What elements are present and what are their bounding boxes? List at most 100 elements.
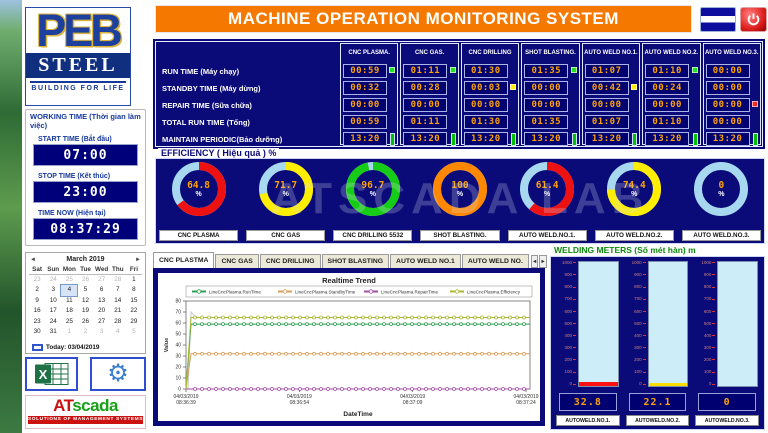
time-display: 01:35 — [524, 63, 569, 78]
calendar-day[interactable]: 19 — [81, 307, 89, 315]
power-button[interactable] — [740, 7, 767, 32]
calendar-day[interactable]: 18 — [65, 307, 73, 315]
calendar-day[interactable]: 31 — [49, 327, 57, 335]
calendar-day[interactable]: 30 — [33, 327, 41, 335]
machine-cell: 00:00 — [584, 97, 638, 113]
level-indicator — [632, 132, 638, 146]
time-display: 00:00 — [705, 114, 750, 129]
calendar-day[interactable]: 9 — [35, 296, 39, 304]
meter-tick-label: 200 — [634, 358, 646, 363]
machine-cell: 00:00 — [402, 97, 456, 113]
calendar-day[interactable]: 12 — [81, 296, 89, 304]
calendar-day[interactable]: 5 — [132, 327, 136, 335]
calendar-day[interactable]: 23 — [33, 317, 41, 325]
calendar-day[interactable]: 1 — [67, 327, 72, 335]
machine-cell: 00:00 — [705, 114, 759, 130]
calendar-day[interactable]: 21 — [114, 307, 122, 315]
calendar-day[interactable]: 7 — [116, 286, 120, 294]
tab-scroll-left-button[interactable]: ◄ — [530, 255, 539, 268]
gauge-ring-icon — [607, 162, 662, 216]
calendar-day[interactable]: 25 — [65, 317, 73, 325]
series-line — [185, 353, 530, 390]
row-label: RUN TIME (Máy chạy) — [162, 67, 240, 77]
calendar-day[interactable]: 6 — [99, 286, 104, 294]
calendar-day[interactable]: 20 — [98, 307, 106, 315]
settings-button[interactable]: ⚙ — [90, 357, 146, 391]
meter-value-display: 22.1 — [628, 393, 687, 411]
calendar-day[interactable]: 3 — [51, 286, 55, 294]
calendar-day[interactable]: 27 — [98, 276, 106, 283]
calendar-day[interactable]: 5 — [83, 286, 88, 294]
calendar-day[interactable]: 24 — [49, 317, 57, 325]
machine-cell: 13:20 — [463, 131, 517, 147]
calendar-day[interactable]: 8 — [132, 286, 136, 294]
tab-auto-weld-no-1[interactable]: AUTO WELD NO.1 — [390, 254, 461, 268]
meter-tick-label: 800 — [704, 285, 716, 290]
meter-tick-label: 400 — [704, 333, 716, 339]
calendar-day[interactable]: 28 — [114, 317, 122, 325]
calendar-day[interactable]: 16 — [33, 307, 41, 315]
calendar-header: ◄ March 2019 ► — [26, 253, 145, 266]
gauge-label: CNC PLASMA — [159, 230, 239, 241]
meter-tick-label: 900 — [564, 273, 576, 278]
tab-cnc-gas[interactable]: CNC GAS — [215, 254, 259, 268]
calendar-day[interactable]: 14 — [114, 296, 122, 304]
calendar-day[interactable]: 22 — [130, 307, 138, 315]
meter-value-display: 0 — [698, 393, 757, 411]
level-indicator — [390, 132, 396, 146]
welding-meters-panel: 1000 900 800 700 600 500 400 300 200 100 0 32.8 AUTO… — [550, 256, 765, 430]
machine-cell: 00:32 — [342, 80, 396, 96]
calendar-today-row[interactable]: Today: 03/04/2019 — [32, 344, 141, 351]
tab-cnc-plastma[interactable]: CNC PLASTMA — [153, 252, 215, 268]
meter-label: AUTOWELD.NO.2. — [625, 415, 690, 426]
calendar-day[interactable]: 23 — [33, 276, 41, 283]
calendar-day[interactable]: 10 — [49, 296, 57, 304]
tab-auto-weld-no[interactable]: AUTO WELD NO. — [461, 254, 529, 268]
tab-shot-blasting[interactable]: SHOT BLASTING — [321, 254, 390, 268]
machine-cell: 00:00 — [644, 97, 698, 113]
calendar-day[interactable]: 2 — [83, 327, 88, 335]
calendar-day[interactable]: 24 — [49, 276, 57, 283]
calendar-day[interactable]: 26 — [81, 317, 89, 325]
calendar-day[interactable]: 17 — [49, 307, 57, 315]
flag-icon[interactable] — [700, 7, 736, 32]
start-time-label: START TIME (Bắt đầu) — [38, 136, 112, 143]
tab-cnc-drilling[interactable]: CNC DRILLING — [259, 254, 321, 268]
peb-steel-logo: PEB STEEL BUILDING FOR LIFE — [25, 7, 131, 106]
calendar-day[interactable]: 28 — [114, 276, 122, 283]
calendar-day[interactable]: 29 — [130, 317, 138, 325]
time-now-display: 08:37:29 — [33, 218, 138, 240]
calendar-day[interactable]: 27 — [98, 317, 106, 325]
calendar-day[interactable]: 26 — [81, 276, 89, 283]
calendar-day[interactable]: 13 — [98, 296, 106, 304]
calendar-day[interactable]: 2 — [35, 286, 39, 294]
status-indicator — [691, 66, 698, 73]
machine-column: SHOT BLASTING. 01:35 00:00 00:00 01:35 13:20 — [521, 43, 580, 147]
calendar-day[interactable]: 3 — [99, 327, 104, 335]
gauge-value: 61.4 — [535, 180, 559, 191]
efficiency-gauge: 96.7% CNC DRILLING 5532 — [329, 158, 416, 244]
calendar-day[interactable]: 4 — [116, 327, 120, 335]
calendar-day[interactable]: 4 — [60, 284, 79, 297]
calendar-day[interactable]: 25 — [65, 276, 73, 283]
calendar-day[interactable]: 15 — [130, 296, 138, 304]
tab-scroll-right-button[interactable]: ► — [539, 255, 547, 268]
machine-row-labels: RUN TIME (Máy chạy) STANDBY TIME (Máy dừn… — [162, 63, 282, 148]
gauge-ring-icon — [694, 162, 749, 216]
meter-scale: 1000 900 800 700 600 500 400 300 200 100 0 — [557, 260, 576, 387]
calendar-day[interactable]: 11 — [66, 296, 73, 304]
gauge-value: 64.8 — [187, 180, 211, 191]
excel-export-button[interactable]: X — [25, 357, 78, 391]
time-now-label: TIME NOW (Hiện tại) — [38, 210, 106, 217]
logo-steel-text: STEEL — [26, 53, 130, 78]
calendar-prev-button[interactable]: ◄ — [30, 256, 36, 263]
machine-cell: 13:20 — [523, 131, 577, 147]
meter-tick-label: 100 — [704, 370, 716, 375]
calendar-day[interactable]: 1 — [132, 276, 136, 283]
machine-cell: 13:20 — [705, 131, 759, 147]
gauge-percent-sign: % — [195, 191, 202, 198]
meter-tick-label: 500 — [564, 321, 576, 327]
x-axis-label: DateTime — [343, 411, 373, 418]
row-label: TOTAL RUN TIME (Tổng) — [162, 118, 250, 128]
calendar-next-button[interactable]: ► — [135, 256, 141, 263]
